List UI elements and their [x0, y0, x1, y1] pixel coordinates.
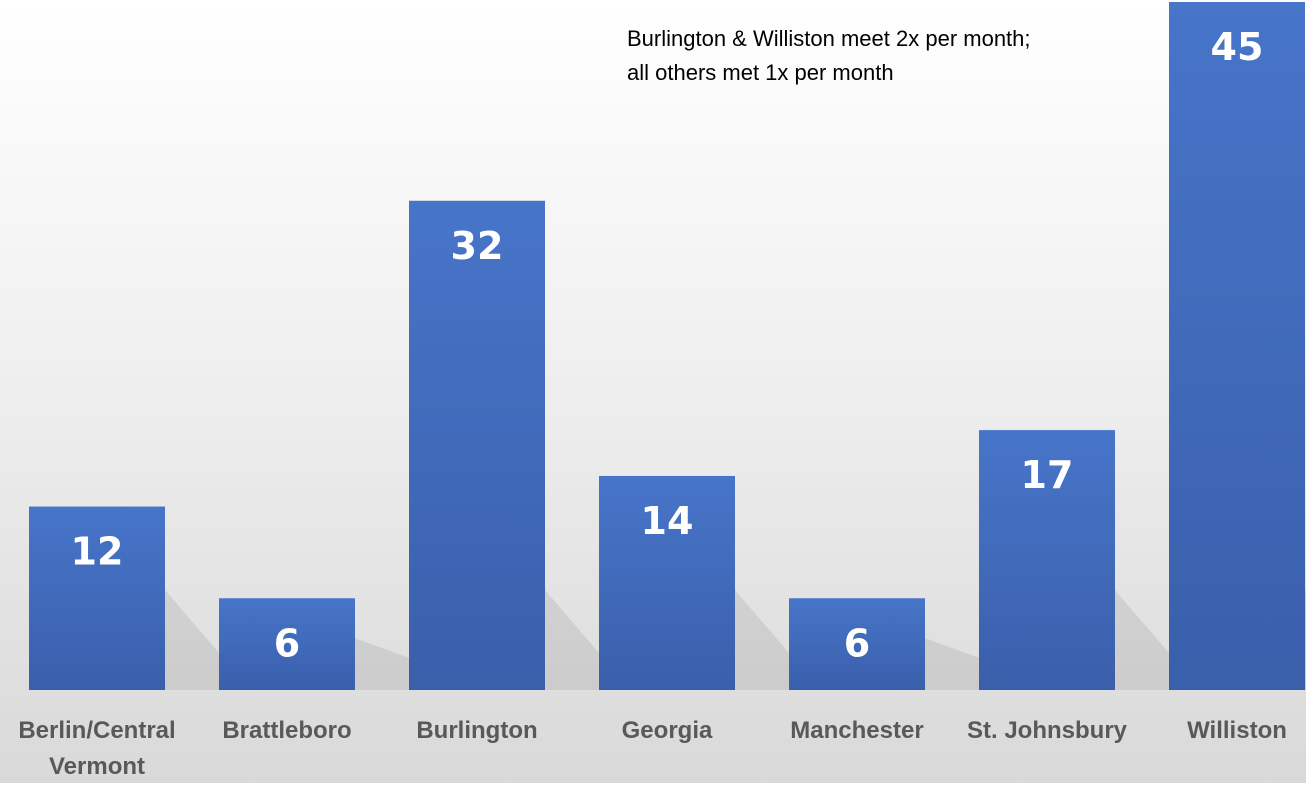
bar: [789, 598, 925, 690]
bar: [979, 430, 1115, 690]
data-label: 6: [274, 621, 300, 665]
bar: [29, 506, 165, 690]
x-tick-label: Manchester: [790, 717, 924, 744]
bar-shadow: [735, 590, 795, 690]
data-label: 17: [1021, 453, 1074, 497]
x-tick-label: Georgia: [621, 717, 713, 744]
bar-shadow: [925, 638, 985, 690]
x-tick-label: Brattleboro: [222, 717, 352, 744]
data-label: 12: [71, 530, 124, 574]
bar: [599, 475, 735, 690]
annotation: all others met 1x per month: [627, 60, 894, 85]
x-tick-label: Burlington: [416, 717, 538, 744]
data-label: 45: [1211, 25, 1264, 69]
annotation: Burlington & Williston meet 2x per month…: [627, 26, 1031, 51]
bar: [219, 598, 355, 690]
data-label: 14: [641, 499, 694, 543]
bar-shadow: [545, 590, 605, 690]
bar-shadow: [165, 590, 225, 690]
data-label: 32: [451, 224, 504, 268]
data-label: 6: [844, 621, 870, 665]
x-tick-label: Williston: [1187, 717, 1287, 744]
x-tick-label: Berlin/Central Vermont: [18, 717, 176, 780]
bar: [1169, 2, 1305, 690]
bar-shadow: [1115, 590, 1175, 690]
x-tick-label: St. Johnsbury: [966, 717, 1128, 744]
bar: [409, 200, 545, 690]
bar-shadow: [355, 638, 415, 690]
